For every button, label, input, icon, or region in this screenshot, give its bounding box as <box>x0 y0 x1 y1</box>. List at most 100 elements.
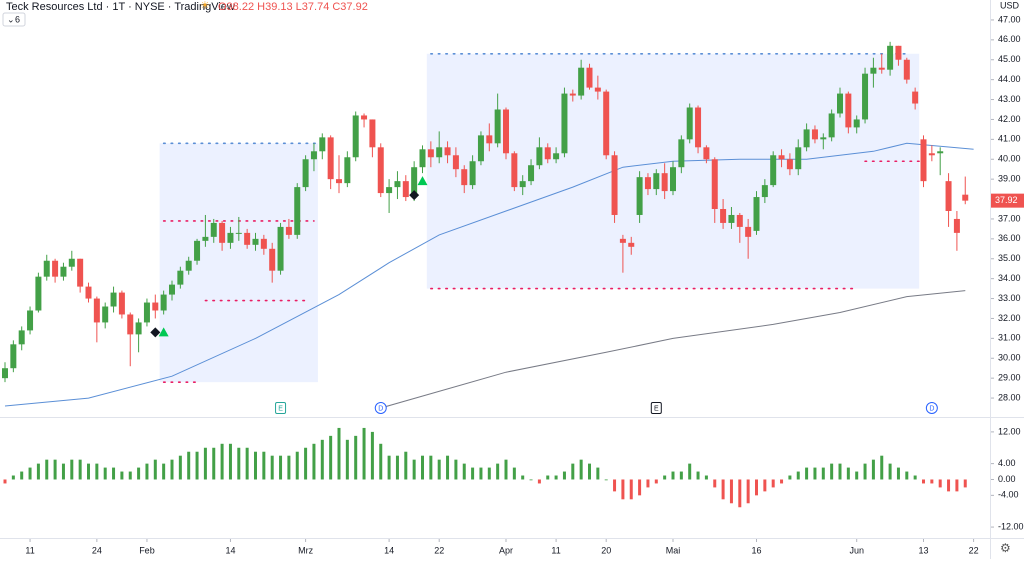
histogram-bar <box>212 447 216 480</box>
histogram-bar <box>771 479 775 488</box>
candle-body <box>811 129 818 140</box>
y-tick-label: 34.00 <box>998 273 1021 283</box>
candle-body <box>60 266 67 277</box>
histogram-bar <box>880 455 884 480</box>
candle-body <box>227 232 234 243</box>
candle-body <box>310 151 317 160</box>
candle-body <box>937 151 944 154</box>
y-tick-label: 29.00 <box>998 373 1021 383</box>
x-tick-label: Mai <box>666 545 681 555</box>
y-tick-label: 42.00 <box>998 114 1021 124</box>
candle-body <box>210 222 217 237</box>
candle-body <box>361 115 368 120</box>
event-label: E <box>654 405 659 412</box>
candle-body <box>377 147 384 194</box>
histogram-bar <box>646 479 650 488</box>
histogram-bar <box>370 431 374 480</box>
candle-body <box>202 236 209 241</box>
candle-body <box>194 240 201 261</box>
histogram-bar <box>888 463 892 480</box>
candle-body <box>503 109 509 154</box>
candle-body <box>68 258 75 267</box>
x-tick-label: Mrz <box>298 545 313 555</box>
candle-body <box>244 232 251 245</box>
candle-body <box>327 137 334 180</box>
histogram-bar <box>87 463 90 480</box>
y-tick-label: 43.00 <box>998 94 1021 104</box>
histogram-bar <box>487 467 491 480</box>
histogram-bar <box>404 451 408 480</box>
y-tick-label: 41.00 <box>998 134 1021 144</box>
y-tick-label: 45.00 <box>998 54 1021 64</box>
y-tick-label: 47.00 <box>998 14 1021 24</box>
histogram-bar <box>579 459 583 480</box>
histogram-bar <box>922 479 925 484</box>
candle-body <box>319 137 326 152</box>
ohlc-label: O38.22 H39.13 L37.74 C37.92 <box>218 1 368 13</box>
candle-body <box>35 276 42 311</box>
moving-average <box>4 142 974 407</box>
histogram-bar <box>905 471 909 480</box>
x-tick-label: Apr <box>499 545 513 555</box>
candle-body <box>695 107 702 148</box>
x-tick-label: 16 <box>751 545 761 555</box>
candle-body <box>43 260 50 277</box>
x-tick-label: Feb <box>139 545 155 555</box>
candle-body <box>294 187 301 235</box>
histogram-bar <box>562 471 566 480</box>
last-price-label: 37.92 <box>995 195 1018 205</box>
candle-body <box>828 113 835 138</box>
y-tick-label: 37.00 <box>998 213 1021 223</box>
candle-body <box>486 135 493 144</box>
histogram-bar <box>930 479 934 484</box>
histogram-bar <box>696 471 700 480</box>
candle-body <box>786 159 793 170</box>
candle-body <box>761 185 768 198</box>
histogram-bar <box>45 459 49 480</box>
candle-body <box>444 147 451 156</box>
candle-body <box>461 169 468 186</box>
candle-body <box>285 226 292 235</box>
histogram-bar <box>362 427 366 480</box>
histogram-bar <box>437 459 441 480</box>
candle-body <box>352 115 359 158</box>
candle-body <box>177 270 184 285</box>
histogram-bar <box>496 463 500 480</box>
candle-body <box>686 107 693 140</box>
histogram-bar <box>387 455 391 480</box>
histogram-bar <box>112 467 116 480</box>
histogram-bar <box>746 479 750 504</box>
x-tick-label: 20 <box>601 545 611 555</box>
candle-body <box>603 91 610 156</box>
histogram-bar <box>320 439 324 480</box>
histogram-bar <box>613 479 617 492</box>
histogram-bar <box>304 447 308 480</box>
candle-body <box>878 67 885 70</box>
candle-body <box>912 91 919 104</box>
signal-diamond <box>150 327 161 338</box>
candle-body <box>519 181 526 188</box>
histogram-bar <box>554 475 558 480</box>
candle-body <box>678 139 685 168</box>
last-price-tag <box>991 193 1024 208</box>
histogram-bar <box>471 467 475 480</box>
indicator-toggle[interactable] <box>2 12 26 27</box>
signal-diamond <box>409 190 420 201</box>
h-tick-label: -4.00 <box>998 490 1019 500</box>
histogram-bar <box>813 467 817 480</box>
x-tick-label: 13 <box>918 545 928 555</box>
histogram-bar <box>621 479 625 500</box>
signal-triangle <box>417 176 428 186</box>
histogram-bar <box>963 479 967 488</box>
histogram-bar <box>145 463 149 480</box>
h-tick-label: 12.00 <box>998 426 1021 436</box>
histogram-bar <box>153 459 157 480</box>
candle-body <box>870 67 877 74</box>
chevron: ⌄ <box>7 14 15 24</box>
candle-body <box>336 179 342 184</box>
histogram-bar <box>663 475 667 480</box>
currency-label: USD <box>1000 0 1020 10</box>
candle-body <box>803 129 810 148</box>
y-tick-label: 40.00 <box>998 154 1021 164</box>
settings-icon[interactable]: ⚙ <box>1000 541 1011 555</box>
